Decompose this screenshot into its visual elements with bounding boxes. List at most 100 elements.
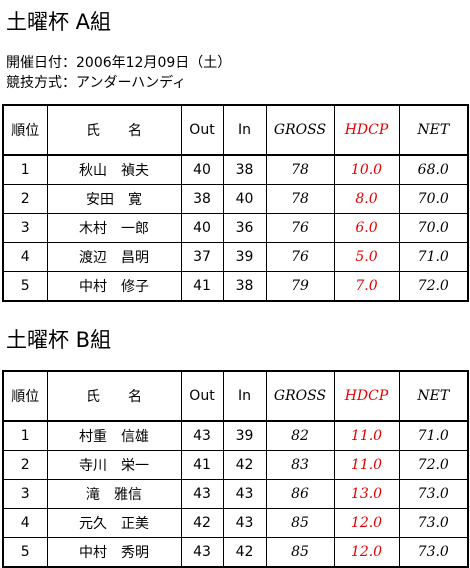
table-row: 3 木村 一郎 40 36 76 6.0 70.0 xyxy=(2,213,469,243)
section-title: 土曜杯 B組 xyxy=(6,328,112,352)
header-cell: NET xyxy=(398,104,469,156)
table-cell: 78 xyxy=(265,184,335,214)
header-row: 順位氏 名 Out In GROSS HDCP NET xyxy=(2,370,469,422)
table-cell: 38 xyxy=(180,184,224,214)
table-cell: 43 xyxy=(180,479,224,509)
table-cell: 42 xyxy=(222,537,267,568)
header-cell: HDCP xyxy=(333,370,400,422)
table-cell: 83 xyxy=(265,450,335,480)
table-row: 5 中村 修子 41 38 79 7.0 72.0 xyxy=(2,271,469,302)
table-cell: 70.0 xyxy=(398,213,469,243)
table-row: 1 村重 信雄 43 39 82 11.0 71.0 xyxy=(2,420,469,451)
table-row: 2 安田 寛 38 40 78 8.0 70.0 xyxy=(2,184,469,214)
table-cell: 70.0 xyxy=(398,184,469,214)
table-cell: 42 xyxy=(180,508,224,538)
table-row: 1 秋山 禎夫 40 38 78 10.0 68.0 xyxy=(2,154,469,185)
info-line: 競技方式：アンダーハンディ xyxy=(6,75,187,91)
table-cell: 11.0 xyxy=(333,420,400,451)
table-cell: 39 xyxy=(222,242,267,272)
table-row: 4 渡辺 昌明 37 39 76 5.0 71.0 xyxy=(2,242,469,272)
table-cell: 元久 正美 xyxy=(46,508,182,538)
header-cell: 氏 名 xyxy=(46,370,182,422)
table-cell: 72.0 xyxy=(398,271,469,302)
table-cell: 76 xyxy=(265,242,335,272)
section-title: 土曜杯 A組 xyxy=(6,10,112,34)
score-table: 順位氏 名 Out In GROSS HDCP NET 1 秋山 禎夫 40 38 78 10.0 68… xyxy=(2,104,469,302)
header-cell: 順位 xyxy=(2,370,48,422)
table-cell: 68.0 xyxy=(398,154,469,185)
table-cell: 7.0 xyxy=(333,271,400,302)
table-cell: 36 xyxy=(222,213,267,243)
table-cell: 11.0 xyxy=(333,450,400,480)
table-cell: 86 xyxy=(265,479,335,509)
info-line: 開催日付：2006年12月09日（土） xyxy=(6,55,232,71)
header-cell: NET xyxy=(398,370,469,422)
table-cell: 3 xyxy=(2,213,48,243)
table-cell: 4 xyxy=(2,242,48,272)
table-cell: 42 xyxy=(222,450,267,480)
score-table: 順位氏 名 Out In GROSS HDCP NET 1 村重 信雄 43 39 82 11.0 71… xyxy=(2,370,469,568)
table-cell: 41 xyxy=(180,271,224,302)
table-cell: 2 xyxy=(2,184,48,214)
header-cell: 順位 xyxy=(2,104,48,156)
table-cell: 村重 信雄 xyxy=(46,420,182,451)
table-cell: 木村 一郎 xyxy=(46,213,182,243)
table-cell: 41 xyxy=(180,450,224,480)
table-cell: 10.0 xyxy=(333,154,400,185)
table-cell: 3 xyxy=(2,479,48,509)
table-cell: 40 xyxy=(222,184,267,214)
table-row: 2 寺川 栄一 41 42 83 11.0 72.0 xyxy=(2,450,469,480)
table-cell: 13.0 xyxy=(333,479,400,509)
table-cell: 8.0 xyxy=(333,184,400,214)
table-cell: 85 xyxy=(265,508,335,538)
header-cell: GROSS xyxy=(265,104,335,156)
table-cell: 76 xyxy=(265,213,335,243)
header-cell: Out xyxy=(180,370,224,422)
table-cell: 79 xyxy=(265,271,335,302)
table-cell: 73.0 xyxy=(398,479,469,509)
table-cell: 2 xyxy=(2,450,48,480)
table-cell: 40 xyxy=(180,213,224,243)
table-cell: 中村 秀明 xyxy=(46,537,182,568)
table-row: 5 中村 秀明 43 42 85 12.0 73.0 xyxy=(2,537,469,568)
table-cell: 72.0 xyxy=(398,450,469,480)
table-cell: 85 xyxy=(265,537,335,568)
table-cell: 安田 寛 xyxy=(46,184,182,214)
header-cell: In xyxy=(222,104,267,156)
table-cell: 82 xyxy=(265,420,335,451)
table-cell: 40 xyxy=(180,154,224,185)
table-cell: 37 xyxy=(180,242,224,272)
table-cell: 5 xyxy=(2,537,48,568)
table-cell: 38 xyxy=(222,271,267,302)
header-cell: Out xyxy=(180,104,224,156)
header-cell: 氏 名 xyxy=(46,104,182,156)
table-cell: 78 xyxy=(265,154,335,185)
table-cell: 73.0 xyxy=(398,537,469,568)
table-cell: 5.0 xyxy=(333,242,400,272)
header-cell: In xyxy=(222,370,267,422)
header-cell: GROSS xyxy=(265,370,335,422)
table-cell: 12.0 xyxy=(333,508,400,538)
table-cell: 1 xyxy=(2,420,48,451)
table-cell: 73.0 xyxy=(398,508,469,538)
table-cell: 5 xyxy=(2,271,48,302)
table-cell: 38 xyxy=(222,154,267,185)
table-cell: 6.0 xyxy=(333,213,400,243)
header-row: 順位氏 名 Out In GROSS HDCP NET xyxy=(2,104,469,156)
header-cell: HDCP xyxy=(333,104,400,156)
table-cell: 71.0 xyxy=(398,242,469,272)
table-cell: 12.0 xyxy=(333,537,400,568)
table-cell: 寺川 栄一 xyxy=(46,450,182,480)
table-cell: 渡辺 昌明 xyxy=(46,242,182,272)
table-cell: 43 xyxy=(180,420,224,451)
table-cell: 43 xyxy=(222,508,267,538)
table-cell: 71.0 xyxy=(398,420,469,451)
table-cell: 39 xyxy=(222,420,267,451)
table-cell: 滝 雅信 xyxy=(46,479,182,509)
table-cell: 4 xyxy=(2,508,48,538)
table-cell: 秋山 禎夫 xyxy=(46,154,182,185)
table-cell: 43 xyxy=(222,479,267,509)
table-cell: 43 xyxy=(180,537,224,568)
